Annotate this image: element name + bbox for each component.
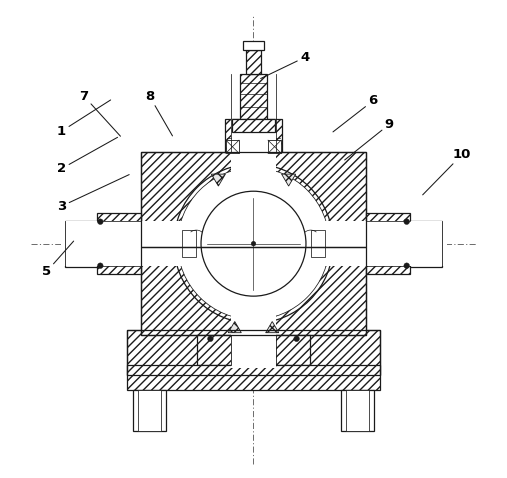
Bar bbox=[141, 152, 366, 247]
Circle shape bbox=[207, 336, 213, 342]
Text: 9: 9 bbox=[345, 118, 394, 160]
Circle shape bbox=[174, 164, 333, 323]
Bar bbox=[231, 119, 276, 152]
Circle shape bbox=[404, 263, 410, 269]
Text: 4: 4 bbox=[261, 51, 310, 78]
Text: 6: 6 bbox=[333, 94, 378, 132]
Circle shape bbox=[177, 168, 330, 320]
Bar bbox=[243, 41, 264, 50]
Bar bbox=[127, 330, 380, 375]
Text: 1: 1 bbox=[57, 100, 111, 138]
Bar bbox=[311, 230, 324, 257]
Text: 8: 8 bbox=[145, 90, 172, 136]
Text: 2: 2 bbox=[57, 137, 118, 175]
Circle shape bbox=[294, 336, 300, 342]
Polygon shape bbox=[281, 174, 296, 186]
Bar bbox=[127, 330, 380, 375]
Text: 3: 3 bbox=[57, 174, 129, 213]
Circle shape bbox=[201, 191, 306, 296]
Bar bbox=[411, 221, 442, 267]
Bar bbox=[141, 152, 366, 247]
Text: 10: 10 bbox=[423, 148, 471, 195]
Bar bbox=[133, 390, 166, 431]
Bar bbox=[197, 335, 310, 366]
Circle shape bbox=[404, 219, 410, 225]
Bar bbox=[65, 221, 96, 267]
Bar bbox=[141, 221, 366, 266]
Circle shape bbox=[97, 263, 103, 269]
Bar bbox=[127, 366, 380, 390]
Bar bbox=[141, 247, 366, 335]
Text: 7: 7 bbox=[80, 90, 121, 136]
Bar bbox=[366, 221, 447, 266]
Bar bbox=[366, 213, 411, 274]
Bar bbox=[141, 247, 366, 335]
Bar bbox=[240, 74, 267, 119]
Bar bbox=[414, 227, 439, 261]
Bar bbox=[232, 119, 275, 132]
Bar bbox=[96, 213, 141, 274]
Bar bbox=[268, 140, 281, 153]
Bar bbox=[226, 119, 281, 152]
Polygon shape bbox=[266, 322, 279, 333]
Bar bbox=[341, 390, 374, 431]
Circle shape bbox=[251, 241, 256, 246]
Bar bbox=[138, 390, 161, 431]
Bar bbox=[231, 335, 276, 368]
Bar bbox=[61, 221, 142, 266]
Bar bbox=[183, 230, 196, 257]
Polygon shape bbox=[228, 322, 241, 333]
Bar bbox=[346, 390, 369, 431]
Polygon shape bbox=[211, 174, 226, 186]
Circle shape bbox=[97, 219, 103, 225]
Bar bbox=[231, 152, 276, 335]
Bar bbox=[68, 227, 93, 261]
Bar bbox=[245, 50, 262, 74]
Bar bbox=[226, 140, 239, 153]
Text: 5: 5 bbox=[42, 241, 74, 278]
